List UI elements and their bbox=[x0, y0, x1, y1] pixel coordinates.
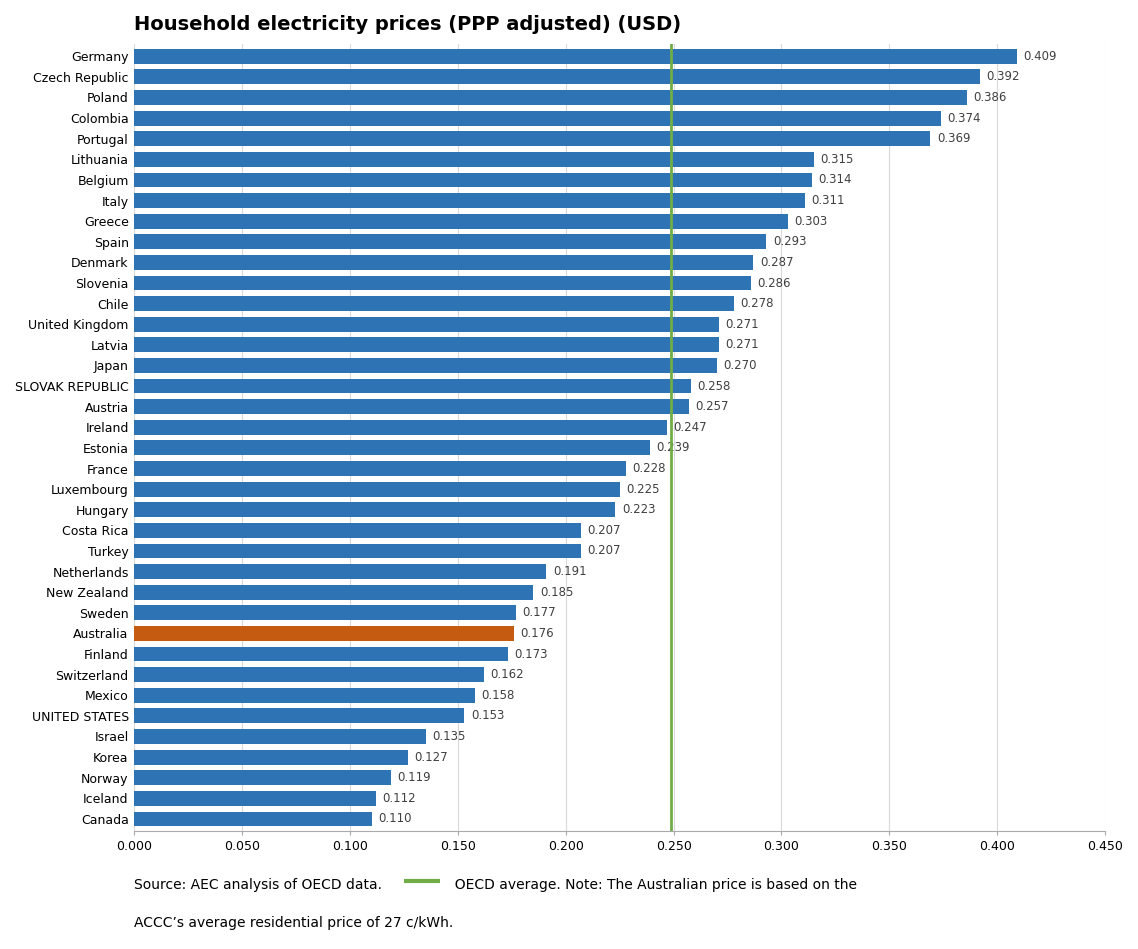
Text: 0.135: 0.135 bbox=[432, 730, 465, 743]
Text: 0.392: 0.392 bbox=[987, 70, 1020, 84]
Text: 0.314: 0.314 bbox=[818, 174, 851, 186]
Bar bbox=[134, 90, 967, 105]
Text: 0.374: 0.374 bbox=[948, 112, 981, 124]
Text: 0.153: 0.153 bbox=[471, 709, 504, 722]
Text: 0.287: 0.287 bbox=[760, 256, 793, 269]
Text: 0.293: 0.293 bbox=[773, 235, 807, 249]
Text: 0.311: 0.311 bbox=[811, 194, 846, 207]
Bar bbox=[134, 626, 514, 641]
Text: 0.112: 0.112 bbox=[382, 791, 417, 805]
Bar bbox=[134, 709, 464, 723]
Text: 0.207: 0.207 bbox=[587, 545, 621, 557]
Text: 0.207: 0.207 bbox=[587, 524, 621, 537]
Bar bbox=[134, 214, 787, 229]
Bar bbox=[134, 419, 667, 435]
Text: Source: AEC analysis of OECD data.: Source: AEC analysis of OECD data. bbox=[134, 878, 391, 892]
Bar bbox=[134, 523, 580, 538]
Text: 0.271: 0.271 bbox=[725, 318, 759, 330]
Text: 0.257: 0.257 bbox=[695, 400, 728, 413]
Text: 0.191: 0.191 bbox=[553, 565, 586, 578]
Text: 0.176: 0.176 bbox=[520, 627, 554, 640]
Text: 0.185: 0.185 bbox=[539, 586, 574, 599]
Bar bbox=[134, 131, 931, 146]
Text: 0.271: 0.271 bbox=[725, 339, 759, 351]
Bar bbox=[134, 317, 719, 331]
Text: 0.127: 0.127 bbox=[414, 751, 448, 764]
Bar bbox=[134, 338, 719, 352]
Bar bbox=[134, 605, 517, 621]
Bar bbox=[134, 194, 806, 208]
Bar bbox=[134, 482, 620, 496]
Text: 0.278: 0.278 bbox=[741, 297, 774, 310]
Bar bbox=[134, 111, 941, 125]
Bar bbox=[134, 48, 1016, 64]
Bar bbox=[134, 564, 546, 579]
Bar bbox=[134, 440, 650, 456]
Bar bbox=[134, 173, 811, 187]
Text: 0.303: 0.303 bbox=[794, 214, 827, 228]
Text: 0.177: 0.177 bbox=[522, 606, 556, 620]
Text: 0.228: 0.228 bbox=[633, 462, 666, 475]
Bar bbox=[134, 461, 626, 476]
Text: 0.119: 0.119 bbox=[397, 772, 431, 784]
Bar bbox=[134, 585, 534, 600]
Text: 0.173: 0.173 bbox=[514, 647, 547, 661]
Text: 0.386: 0.386 bbox=[973, 91, 1007, 104]
Bar bbox=[134, 688, 476, 702]
Bar bbox=[134, 729, 426, 744]
Bar bbox=[134, 234, 766, 250]
Bar bbox=[134, 379, 691, 394]
Bar bbox=[134, 296, 734, 311]
Text: 0.239: 0.239 bbox=[657, 441, 690, 455]
Text: 0.110: 0.110 bbox=[378, 812, 412, 826]
Bar bbox=[134, 275, 751, 290]
Bar bbox=[134, 400, 688, 414]
Bar bbox=[134, 667, 484, 682]
Text: 0.225: 0.225 bbox=[626, 483, 660, 495]
Text: 0.158: 0.158 bbox=[481, 689, 516, 701]
Bar bbox=[134, 811, 372, 827]
Bar bbox=[134, 152, 814, 167]
Text: 0.409: 0.409 bbox=[1023, 49, 1056, 63]
Text: 0.247: 0.247 bbox=[674, 420, 707, 434]
Bar bbox=[134, 502, 616, 517]
Bar bbox=[134, 750, 409, 765]
Text: 0.223: 0.223 bbox=[621, 503, 655, 516]
Bar bbox=[134, 646, 508, 661]
Text: ACCC’s average residential price of 27 c/kWh.: ACCC’s average residential price of 27 c… bbox=[134, 916, 454, 930]
Text: Household electricity prices (PPP adjusted) (USD): Household electricity prices (PPP adjust… bbox=[134, 15, 682, 34]
Bar bbox=[134, 791, 376, 806]
Text: 0.258: 0.258 bbox=[698, 380, 731, 393]
Bar bbox=[134, 255, 753, 270]
Text: 0.286: 0.286 bbox=[758, 276, 791, 289]
Text: 0.270: 0.270 bbox=[724, 359, 757, 372]
Bar bbox=[134, 69, 980, 84]
Bar bbox=[134, 544, 580, 558]
Text: 0.162: 0.162 bbox=[490, 668, 523, 681]
Text: 0.369: 0.369 bbox=[937, 132, 971, 145]
Text: OECD average. Note: The Australian price is based on the: OECD average. Note: The Australian price… bbox=[446, 878, 857, 892]
Bar bbox=[134, 358, 717, 373]
Bar bbox=[134, 771, 391, 785]
Text: 0.315: 0.315 bbox=[820, 153, 854, 166]
